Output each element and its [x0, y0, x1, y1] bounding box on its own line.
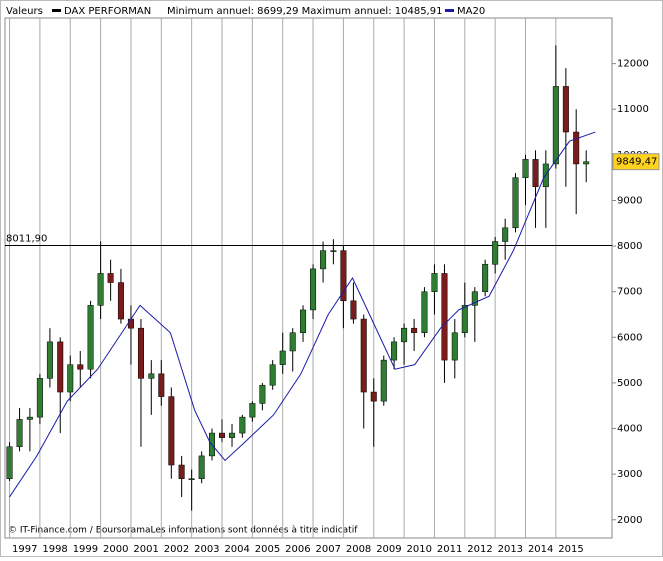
candle-body	[168, 396, 175, 466]
candle-body	[370, 391, 377, 402]
x-tick-label: 2004	[224, 544, 249, 555]
candle-body	[6, 446, 13, 479]
legend-entry: MA20	[457, 6, 485, 17]
x-tick-label: 2011	[437, 544, 462, 555]
y-tick-label: 8000	[617, 241, 642, 252]
candle-body	[127, 318, 134, 329]
candle-body	[573, 131, 580, 165]
candle-body	[461, 305, 468, 333]
candle-body	[562, 86, 569, 133]
candle-body	[178, 464, 185, 479]
candle-body	[77, 364, 84, 370]
candle-body	[107, 273, 114, 283]
candle-body	[218, 432, 226, 438]
candle-body	[421, 291, 428, 333]
candle-body	[87, 305, 94, 370]
candle-body	[380, 359, 387, 402]
candle-body	[148, 373, 155, 379]
x-tick-label: 2000	[103, 544, 128, 555]
candle-body	[552, 86, 559, 165]
candle-body	[158, 373, 165, 397]
candle-body	[431, 273, 438, 292]
x-tick-label: 2002	[164, 544, 189, 555]
x-tick-label: 2010	[407, 544, 432, 555]
last-price-label: 9849,47	[616, 157, 657, 168]
footer: © IT-Finance.com / BoursoramaLes informa…	[8, 525, 358, 536]
candle-body	[441, 273, 448, 361]
candle-body	[198, 455, 205, 479]
y-tick-label: 4000	[617, 424, 642, 435]
ma-line	[9, 131, 596, 498]
candle-body	[512, 177, 519, 229]
candle-body	[482, 264, 489, 292]
candle-body	[188, 478, 195, 480]
y-tick-label: 12000	[617, 59, 649, 70]
x-tick-label: 2014	[528, 544, 553, 555]
candle-body	[249, 403, 256, 418]
chart-title: DAX PERFORMAN	[64, 6, 151, 17]
candle-body	[330, 250, 337, 252]
candle-body	[67, 364, 74, 393]
candle-body	[350, 300, 357, 320]
candle-body	[97, 273, 104, 306]
x-tick-label: 2009	[376, 544, 401, 555]
reference-label: 8011,90	[6, 234, 47, 245]
candle-body	[26, 416, 33, 420]
x-tick-label: 2015	[558, 544, 583, 555]
legend-label: Valeurs	[6, 6, 43, 17]
candle-body	[391, 341, 398, 361]
candle-body	[137, 327, 144, 379]
candle-body	[269, 364, 276, 386]
candle-body	[522, 159, 529, 178]
y-tick-label: 5000	[617, 378, 642, 389]
y-tick-label: 6000	[617, 332, 642, 343]
candle-body	[492, 241, 499, 265]
x-tick-label: 2008	[346, 544, 371, 555]
candle-body	[340, 250, 347, 302]
candle-body	[117, 282, 124, 320]
candle-body	[532, 159, 539, 188]
candle-body	[289, 332, 296, 352]
candle-body	[239, 416, 246, 434]
candle-body	[451, 332, 458, 361]
candle-body	[471, 291, 478, 306]
candle-body	[502, 227, 509, 242]
candle-body	[583, 161, 590, 165]
candle-body	[401, 327, 408, 343]
candle-body	[36, 378, 43, 418]
x-tick-label: 1997	[12, 544, 37, 555]
last-price-box	[612, 153, 660, 171]
candle-body	[300, 309, 307, 333]
x-tick-label: 2001	[133, 544, 158, 555]
x-tick-label: 2013	[498, 544, 523, 555]
x-tick-label: 2012	[467, 544, 492, 555]
x-tick-label: 2005	[255, 544, 280, 555]
x-tick-label: 2007	[316, 544, 341, 555]
candle-body	[16, 419, 23, 448]
x-tick-label: 2003	[194, 544, 219, 555]
legend-swatch	[52, 9, 61, 12]
x-tick-label: 1998	[42, 544, 67, 555]
plot-area	[4, 17, 613, 539]
y-tick-label: 11000	[617, 104, 649, 115]
candle-body	[229, 432, 236, 438]
y-tick-label: 2000	[617, 515, 642, 526]
y-tick-label: 9000	[617, 195, 642, 206]
candle-body	[46, 341, 53, 379]
candle-body	[320, 250, 327, 270]
y-tick-label: 7000	[617, 287, 642, 298]
candle-body	[411, 327, 418, 333]
candle-body	[310, 268, 317, 311]
candle-body	[360, 318, 367, 393]
candle-body	[259, 384, 266, 404]
x-tick-label: 1999	[73, 544, 98, 555]
subtitle: Minimum annuel: 8699,29 Maximum annuel: …	[167, 6, 442, 17]
y-tick-label: 3000	[617, 469, 642, 480]
x-tick-label: 2006	[285, 544, 310, 555]
legend-swatch	[445, 9, 454, 12]
candle-body	[279, 350, 286, 365]
candle-body	[57, 341, 64, 393]
